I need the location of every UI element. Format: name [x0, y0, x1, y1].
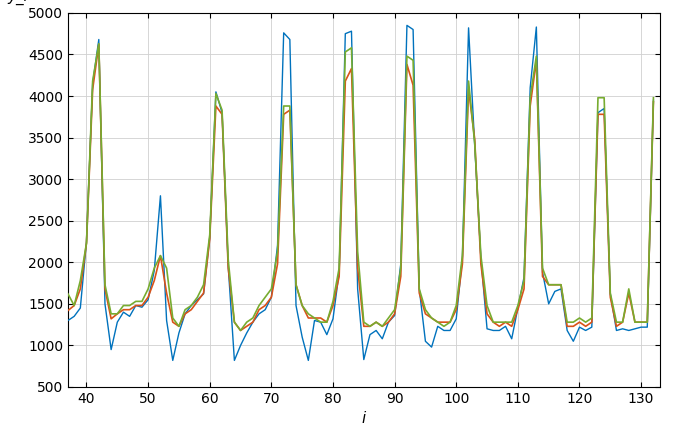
X-axis label: i: i: [362, 412, 366, 427]
Y-axis label: y_i: y_i: [7, 0, 28, 6]
